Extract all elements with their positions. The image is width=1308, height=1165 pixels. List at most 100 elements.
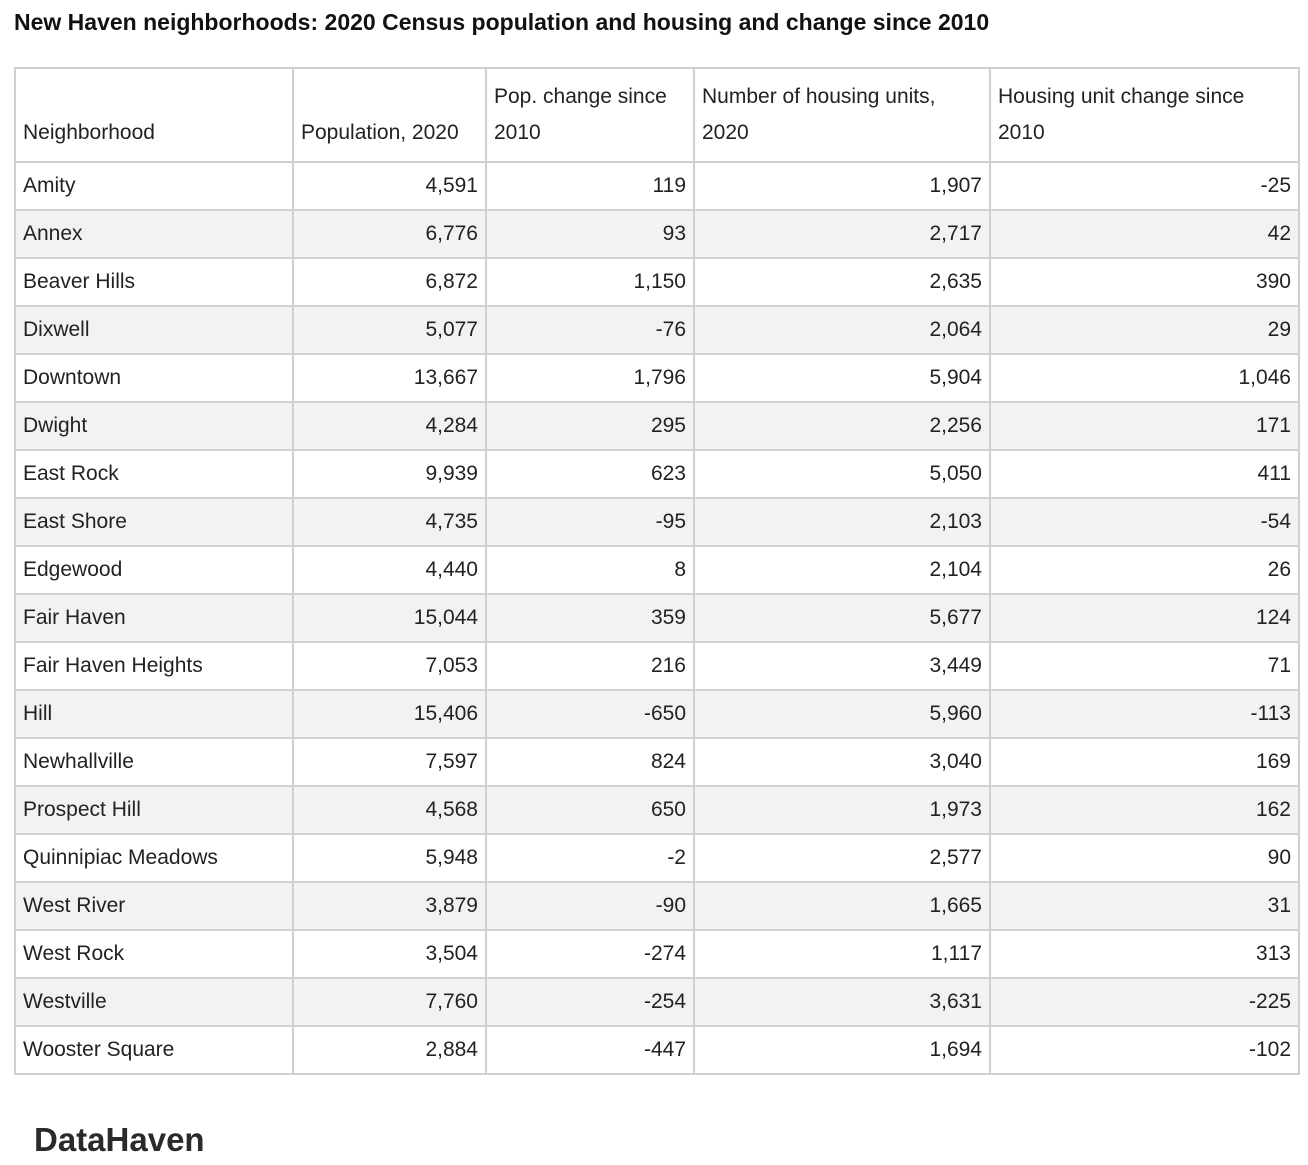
table-row: Quinnipiac Meadows 5,948 -2 2,577 90 bbox=[14, 833, 1300, 883]
neighborhood-cell: Annex bbox=[14, 209, 294, 259]
housing-units-cell: 2,104 bbox=[693, 545, 991, 595]
neighborhood-cell: Fair Haven Heights bbox=[14, 641, 294, 691]
housing-units-cell: 2,717 bbox=[693, 209, 991, 259]
table-row: Annex 6,776 93 2,717 42 bbox=[14, 209, 1300, 259]
table-row: West Rock 3,504 -274 1,117 313 bbox=[14, 929, 1300, 979]
pop-change-cell: -90 bbox=[485, 881, 695, 931]
population-cell: 7,760 bbox=[292, 977, 487, 1027]
table-row: Wooster Square 2,884 -447 1,694 -102 bbox=[14, 1025, 1300, 1075]
population-cell: 3,504 bbox=[292, 929, 487, 979]
neighborhood-cell: Amity bbox=[14, 161, 294, 211]
population-cell: 15,406 bbox=[292, 689, 487, 739]
population-cell: 9,939 bbox=[292, 449, 487, 499]
population-cell: 5,077 bbox=[292, 305, 487, 355]
housing-change-cell: -225 bbox=[989, 977, 1300, 1027]
header-neighborhood: Neighborhood bbox=[14, 67, 294, 163]
pop-change-cell: 1,150 bbox=[485, 257, 695, 307]
neighborhood-cell: Beaver Hills bbox=[14, 257, 294, 307]
table-row: Hill 15,406 -650 5,960 -113 bbox=[14, 689, 1300, 739]
header-housing-change: Housing unit change since 2010 bbox=[989, 67, 1300, 163]
housing-units-cell: 1,665 bbox=[693, 881, 991, 931]
neighborhood-cell: Quinnipiac Meadows bbox=[14, 833, 294, 883]
header-population: Population, 2020 bbox=[292, 67, 487, 163]
housing-change-cell: 162 bbox=[989, 785, 1300, 835]
neighborhood-cell: Hill bbox=[14, 689, 294, 739]
pop-change-cell: 623 bbox=[485, 449, 695, 499]
housing-units-cell: 3,449 bbox=[693, 641, 991, 691]
neighborhood-cell: Prospect Hill bbox=[14, 785, 294, 835]
housing-units-cell: 2,577 bbox=[693, 833, 991, 883]
housing-change-cell: 169 bbox=[989, 737, 1300, 787]
table-row: Newhallville 7,597 824 3,040 169 bbox=[14, 737, 1300, 787]
housing-change-cell: 171 bbox=[989, 401, 1300, 451]
housing-change-cell: 390 bbox=[989, 257, 1300, 307]
table-row: Westville 7,760 -254 3,631 -225 bbox=[14, 977, 1300, 1027]
pop-change-cell: 650 bbox=[485, 785, 695, 835]
housing-units-cell: 3,631 bbox=[693, 977, 991, 1027]
housing-units-cell: 5,677 bbox=[693, 593, 991, 643]
housing-units-cell: 5,904 bbox=[693, 353, 991, 403]
population-cell: 6,872 bbox=[292, 257, 487, 307]
pop-change-cell: 216 bbox=[485, 641, 695, 691]
table-row: Downtown 13,667 1,796 5,904 1,046 bbox=[14, 353, 1300, 403]
population-cell: 4,568 bbox=[292, 785, 487, 835]
housing-change-cell: -102 bbox=[989, 1025, 1300, 1075]
population-cell: 6,776 bbox=[292, 209, 487, 259]
housing-change-cell: -25 bbox=[989, 161, 1300, 211]
header-housing-units: Number of housing units, 2020 bbox=[693, 67, 991, 163]
housing-change-cell: 411 bbox=[989, 449, 1300, 499]
pop-change-cell: -254 bbox=[485, 977, 695, 1027]
housing-units-cell: 2,064 bbox=[693, 305, 991, 355]
housing-change-cell: 26 bbox=[989, 545, 1300, 595]
population-cell: 4,591 bbox=[292, 161, 487, 211]
population-cell: 4,735 bbox=[292, 497, 487, 547]
neighborhood-cell: Downtown bbox=[14, 353, 294, 403]
pop-change-cell: -274 bbox=[485, 929, 695, 979]
datahaven-logo: DataHaven bbox=[34, 1121, 205, 1158]
population-cell: 2,884 bbox=[292, 1025, 487, 1075]
housing-units-cell: 2,256 bbox=[693, 401, 991, 451]
table-row: Fair Haven Heights 7,053 216 3,449 71 bbox=[14, 641, 1300, 691]
housing-change-cell: 90 bbox=[989, 833, 1300, 883]
housing-change-cell: 31 bbox=[989, 881, 1300, 931]
population-cell: 3,879 bbox=[292, 881, 487, 931]
housing-units-cell: 3,040 bbox=[693, 737, 991, 787]
pop-change-cell: -447 bbox=[485, 1025, 695, 1075]
neighborhood-cell: Newhallville bbox=[14, 737, 294, 787]
pop-change-cell: 824 bbox=[485, 737, 695, 787]
table-row: East Shore 4,735 -95 2,103 -54 bbox=[14, 497, 1300, 547]
header-row: Neighborhood Population, 2020 Pop. chang… bbox=[14, 67, 1300, 163]
pop-change-cell: 8 bbox=[485, 545, 695, 595]
neighborhood-cell: Fair Haven bbox=[14, 593, 294, 643]
pop-change-cell: 295 bbox=[485, 401, 695, 451]
housing-change-cell: -113 bbox=[989, 689, 1300, 739]
neighborhood-cell: West River bbox=[14, 881, 294, 931]
housing-units-cell: 1,973 bbox=[693, 785, 991, 835]
housing-change-cell: 1,046 bbox=[989, 353, 1300, 403]
neighborhood-cell: Edgewood bbox=[14, 545, 294, 595]
table-row: Edgewood 4,440 8 2,104 26 bbox=[14, 545, 1300, 595]
population-cell: 4,440 bbox=[292, 545, 487, 595]
housing-change-cell: 313 bbox=[989, 929, 1300, 979]
table-row: Prospect Hill 4,568 650 1,973 162 bbox=[14, 785, 1300, 835]
pop-change-cell: 1,796 bbox=[485, 353, 695, 403]
table-body: Amity 4,591 119 1,907 -25 Annex 6,776 93 2,717 42… bbox=[14, 161, 1300, 1075]
neighborhood-cell: West Rock bbox=[14, 929, 294, 979]
housing-change-cell: 124 bbox=[989, 593, 1300, 643]
population-cell: 13,667 bbox=[292, 353, 487, 403]
housing-units-cell: 5,960 bbox=[693, 689, 991, 739]
housing-change-cell: -54 bbox=[989, 497, 1300, 547]
table-row: West River 3,879 -90 1,665 31 bbox=[14, 881, 1300, 931]
population-cell: 5,948 bbox=[292, 833, 487, 883]
housing-change-cell: 71 bbox=[989, 641, 1300, 691]
housing-units-cell: 1,117 bbox=[693, 929, 991, 979]
neighborhood-cell: Wooster Square bbox=[14, 1025, 294, 1075]
housing-change-cell: 29 bbox=[989, 305, 1300, 355]
housing-units-cell: 1,694 bbox=[693, 1025, 991, 1075]
header-pop-change: Pop. change since 2010 bbox=[485, 67, 695, 163]
population-cell: 15,044 bbox=[292, 593, 487, 643]
neighborhood-cell: Dixwell bbox=[14, 305, 294, 355]
table-row: East Rock 9,939 623 5,050 411 bbox=[14, 449, 1300, 499]
pop-change-cell: -76 bbox=[485, 305, 695, 355]
pop-change-cell: 93 bbox=[485, 209, 695, 259]
